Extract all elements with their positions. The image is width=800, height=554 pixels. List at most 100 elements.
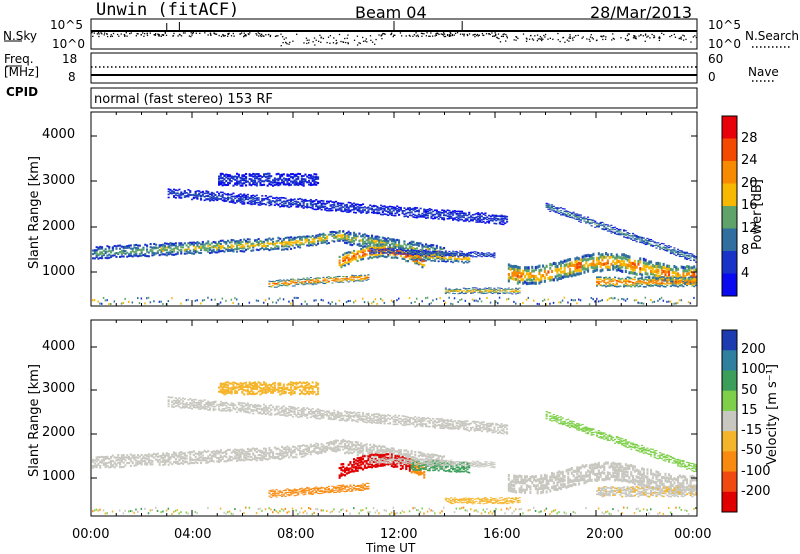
- power-cell: [579, 219, 582, 221]
- power-cell: [639, 266, 642, 271]
- power-cell: [468, 260, 471, 263]
- power-speckle: [538, 303, 540, 306]
- power-cell: [432, 247, 435, 250]
- power-cell: [556, 208, 559, 210]
- power-cell: [444, 293, 447, 295]
- power-cell: [545, 272, 548, 276]
- nsearch-dot: [256, 34, 258, 36]
- power-cell: [563, 208, 566, 210]
- power-cell: [637, 259, 640, 263]
- power-cell: [678, 274, 681, 278]
- power-cell: [426, 210, 429, 213]
- plot-title: Unwin (fitACF): [96, 0, 240, 20]
- power-cell: [606, 267, 609, 272]
- power-speckle: [660, 296, 663, 299]
- power-cell: [381, 252, 384, 254]
- power-cell: [288, 182, 291, 185]
- power-cell: [299, 204, 302, 207]
- power-cell: [648, 241, 651, 243]
- nsearch-dot: [628, 33, 630, 35]
- nsearch-dot: [392, 35, 394, 38]
- power-cell: [588, 222, 591, 224]
- velocity-data: [92, 381, 698, 516]
- power-cell: [173, 192, 176, 194]
- power-cell: [462, 252, 465, 255]
- power-cell: [668, 282, 671, 285]
- power-cell: [666, 275, 669, 279]
- power-cell: [639, 282, 642, 285]
- power-speckle: [596, 297, 598, 300]
- power-cell: [101, 247, 104, 250]
- power-cell: [657, 265, 660, 269]
- power-cell: [569, 214, 572, 216]
- power-cell: [331, 209, 334, 212]
- power-cell: [342, 253, 345, 256]
- nsearch-dot: [611, 39, 613, 41]
- power-cell: [468, 253, 471, 256]
- power-cell: [317, 205, 320, 208]
- power-cell: [426, 247, 429, 251]
- power-cell: [545, 202, 548, 204]
- power-cell: [621, 233, 624, 236]
- power-cell: [587, 220, 590, 222]
- power-cell: [468, 255, 471, 257]
- power-cell: [599, 255, 602, 259]
- power-cell: [345, 203, 348, 206]
- power-cell: [304, 173, 307, 176]
- power-cell: [520, 274, 523, 278]
- power-cell: [299, 239, 302, 242]
- power-cell: [151, 250, 154, 253]
- power-cell: [547, 270, 550, 274]
- power-cell: [241, 247, 244, 250]
- power-cell: [435, 210, 438, 213]
- nsearch-dot: [603, 35, 605, 37]
- power-cell: [320, 206, 323, 208]
- velocity-cell: [151, 463, 154, 466]
- power-cell: [693, 258, 696, 261]
- power-cell: [488, 221, 491, 224]
- power-cell: [241, 250, 244, 253]
- power-cell: [311, 238, 314, 241]
- power-cell: [254, 239, 257, 242]
- power-cell: [693, 283, 696, 286]
- power-speckle: [689, 302, 692, 305]
- power-cell: [574, 213, 577, 215]
- power-cell: [236, 246, 239, 249]
- power-cell: [606, 281, 609, 284]
- power-ytick-3000: 3000: [42, 173, 76, 188]
- power-cell: [608, 282, 611, 285]
- power-cell: [455, 250, 458, 252]
- power-cell: [552, 278, 555, 282]
- power-cell: [282, 281, 285, 283]
- power-cell: [374, 252, 377, 254]
- power-cell: [569, 264, 572, 268]
- power-cell: [684, 252, 687, 254]
- power-cell: [392, 207, 395, 210]
- power-cell: [500, 214, 503, 217]
- power-cell: [493, 287, 496, 289]
- power-cell: [275, 181, 278, 184]
- power-cell: [578, 214, 581, 217]
- cpid-text: normal (fast stereo) 153 RF: [94, 92, 273, 107]
- power-cell: [498, 221, 501, 224]
- power-cell: [365, 239, 368, 242]
- power-cell: [115, 252, 118, 255]
- power-cell: [551, 206, 554, 209]
- power-cell: [462, 216, 465, 219]
- power-cell: [313, 180, 316, 183]
- power-cell: [678, 279, 681, 282]
- power-cell: [174, 189, 177, 191]
- power-cell: [533, 281, 536, 285]
- power-cell: [491, 220, 494, 222]
- velocity-speckle: [124, 509, 126, 512]
- power-cell: [581, 217, 584, 219]
- power-cell: [390, 242, 393, 245]
- power-cell: [468, 252, 471, 254]
- power-cell: [277, 236, 280, 239]
- nsearch-dot: [500, 35, 503, 37]
- power-cell: [347, 254, 350, 257]
- power-cell: [367, 249, 370, 252]
- power-cell: [677, 274, 680, 278]
- power-cell: [216, 251, 219, 254]
- power-cell: [338, 209, 341, 211]
